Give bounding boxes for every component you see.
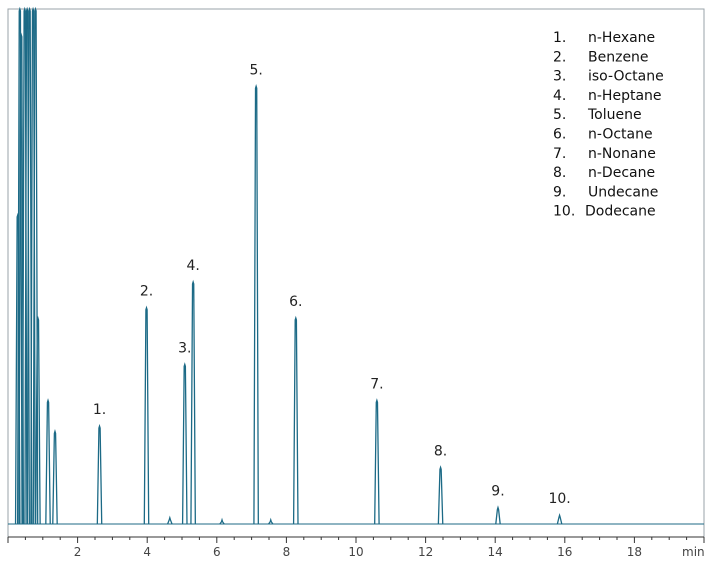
peak-3 [181,362,188,525]
baseline-blip-1 [167,515,173,525]
x-tick-label: 4 [143,545,151,559]
peak-label-9: 9. [491,484,504,500]
x-tick-label: 12 [418,545,433,559]
x-tick-label: 2 [74,545,82,559]
legend-entry: Dodecane [585,204,656,220]
peak-label-2: 2. [140,284,153,300]
peak-2 [143,305,150,525]
legend-number: 4. [553,88,566,104]
x-tick-label: 18 [627,545,642,559]
peak-6 [292,315,299,525]
legend-number: 9. [553,184,566,200]
baseline-blip-3 [268,517,274,525]
legend-number: 3. [553,69,566,85]
x-tick-label: 14 [488,545,503,559]
x-tick-label: 10 [348,545,363,559]
peak-label-3: 3. [178,340,191,356]
peak-7 [374,398,380,525]
legend-number: 1. [553,30,566,46]
legend-entry: n-Nonane [588,146,656,162]
peak-label-5: 5. [249,62,262,78]
solvent-peak-10 [45,398,51,525]
peak-label-10: 10. [548,491,570,507]
x-axis-label: min [682,545,705,559]
legend-entry: n-Hexane [588,30,655,46]
peak-4 [190,279,196,525]
legend-entry: n-Decane [588,165,655,181]
legend-entry: n-Octane [588,127,653,143]
legend-number: 8. [553,165,566,181]
peak-5 [253,83,259,525]
legend-entry: Toluene [587,107,642,123]
legend-entry: n-Heptane [588,88,662,104]
legend-number: 2. [553,49,566,65]
solvent-peak-2 [16,6,23,525]
peak-9 [495,505,501,525]
x-tick-label: 8 [283,545,291,559]
legend-number: 5. [553,107,566,123]
peak-10 [556,512,563,525]
legend-entry: Undecane [588,184,658,200]
legend-number: 6. [553,127,566,143]
peak-label-7: 7. [370,376,383,392]
baseline-blip-2 [219,517,225,525]
peak-label-4: 4. [186,258,199,274]
legend-entry: iso-Octane [588,69,664,85]
x-tick-label: 6 [213,545,221,559]
x-axis-ticks: 2 4 6 8 10 12 14 16 18 [7,537,705,559]
chromatogram-trace [8,6,704,525]
peak-labels: 1. 2. 3. 4. 5. 6. 7. 8. 9. 10. [93,62,571,507]
solvent-peak-8 [32,6,39,525]
solvent-peak-3 [18,32,25,525]
peak-label-8: 8. [434,443,447,459]
legend: 1. n-Hexane 2. Benzene 3. iso-Octane 4. n-Hepta… [553,30,664,220]
peak-1 [96,423,103,525]
peak-label-6: 6. [289,294,302,310]
solvent-peak-6 [26,6,33,525]
x-tick-label: 16 [557,545,572,559]
peak-label-1: 1. [93,402,106,418]
legend-number: 7. [553,146,566,162]
legend-number: 10. [553,204,575,220]
peak-8 [437,465,444,525]
legend-entry: Benzene [588,49,649,65]
solvent-peak-11 [52,429,58,525]
solvent-peak-9 [35,315,41,525]
